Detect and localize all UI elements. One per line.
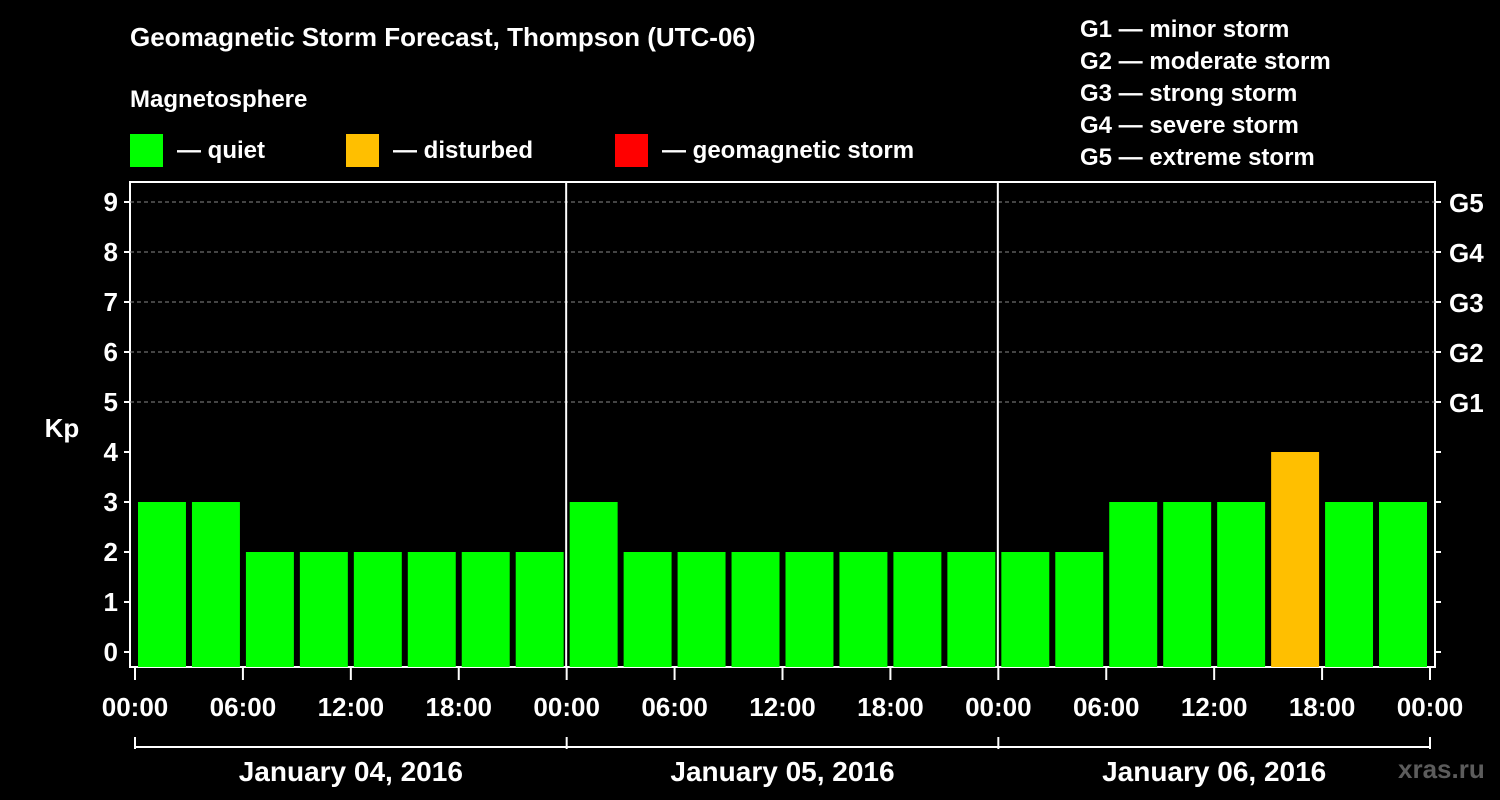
bar [731, 552, 780, 667]
x-tick-label: 06:00 [641, 692, 708, 722]
y-tick-label: 5 [104, 387, 118, 417]
bar [1001, 552, 1050, 667]
y-tick-label: 6 [104, 337, 118, 367]
legend-title: Magnetosphere [130, 86, 308, 113]
day-label: January 06, 2016 [1102, 756, 1326, 787]
x-tick-label: 00:00 [1397, 692, 1464, 722]
x-tick-label: 06:00 [1073, 692, 1140, 722]
bar [1325, 502, 1374, 667]
legend-disturbed: — disturbed [346, 134, 533, 167]
bar [191, 502, 240, 667]
x-tick-label: 12:00 [749, 692, 816, 722]
bar [407, 552, 456, 667]
legend-label-quiet: — quiet [177, 136, 265, 164]
storm-scale-legend: G1 — minor storm G2 — moderate storm G3 … [1080, 14, 1331, 174]
bar [785, 552, 834, 667]
bar [839, 552, 888, 667]
day-label: January 04, 2016 [239, 756, 463, 787]
x-tick-label: 00:00 [102, 692, 169, 722]
day-label: January 05, 2016 [670, 756, 894, 787]
bar [1217, 502, 1266, 667]
bar [515, 552, 564, 667]
legend-swatch-disturbed [346, 134, 379, 167]
x-tick-label: 18:00 [857, 692, 924, 722]
x-tick-label: 00:00 [965, 692, 1032, 722]
storm-scale-g4: G4 — severe storm [1080, 112, 1299, 139]
bar [893, 552, 942, 667]
legend-quiet: — quiet [130, 134, 265, 167]
storm-scale-g1: G1 — minor storm [1080, 16, 1290, 43]
bar [245, 552, 294, 667]
bar [1271, 452, 1320, 667]
y-tick-label: 8 [104, 237, 118, 267]
g-scale-label: G5 [1449, 188, 1484, 218]
x-tick-label: 00:00 [533, 692, 600, 722]
y-tick-label: 3 [104, 487, 118, 517]
bar [461, 552, 510, 667]
y-tick-label: 0 [104, 637, 118, 667]
bar [353, 552, 402, 667]
bar [947, 552, 996, 667]
storm-scale-g3: G3 — strong storm [1080, 80, 1298, 107]
bar [569, 502, 618, 667]
bar [1163, 502, 1212, 667]
y-axis-label: Kp [45, 413, 80, 443]
x-tick-label: 18:00 [1289, 692, 1356, 722]
storm-scale-g5: G5 — extreme storm [1080, 144, 1315, 171]
x-tick-label: 18:00 [426, 692, 493, 722]
bar [1379, 502, 1427, 667]
storm-scale-g2: G2 — moderate storm [1080, 48, 1331, 75]
y-tick-label: 9 [104, 187, 118, 217]
bar [1109, 502, 1158, 667]
x-tick-label: 12:00 [318, 692, 385, 722]
bar [299, 552, 348, 667]
g-scale-label: G2 [1449, 338, 1484, 368]
y-tick-label: 2 [104, 537, 118, 567]
legend-storm: — geomagnetic storm [615, 134, 914, 167]
legend-label-storm: — geomagnetic storm [662, 136, 915, 164]
bar [138, 502, 186, 667]
y-tick-label: 4 [104, 437, 119, 467]
g-scale-label: G3 [1449, 288, 1484, 318]
g-scale-label: G1 [1449, 388, 1484, 418]
bar [623, 552, 672, 667]
legend-swatch-quiet [130, 134, 163, 167]
x-tick-label: 06:00 [210, 692, 277, 722]
legend-label-disturbed: — disturbed [393, 136, 534, 164]
x-tick-label: 12:00 [1181, 692, 1248, 722]
bar [1055, 552, 1104, 667]
bar [677, 552, 726, 667]
chart-title: Geomagnetic Storm Forecast, Thompson (UT… [130, 22, 756, 52]
watermark: xras.ru [1398, 754, 1485, 784]
y-tick-label: 1 [104, 587, 118, 617]
legend-swatch-storm [615, 134, 648, 167]
g-scale-label: G4 [1449, 238, 1484, 268]
y-tick-label: 7 [104, 287, 118, 317]
